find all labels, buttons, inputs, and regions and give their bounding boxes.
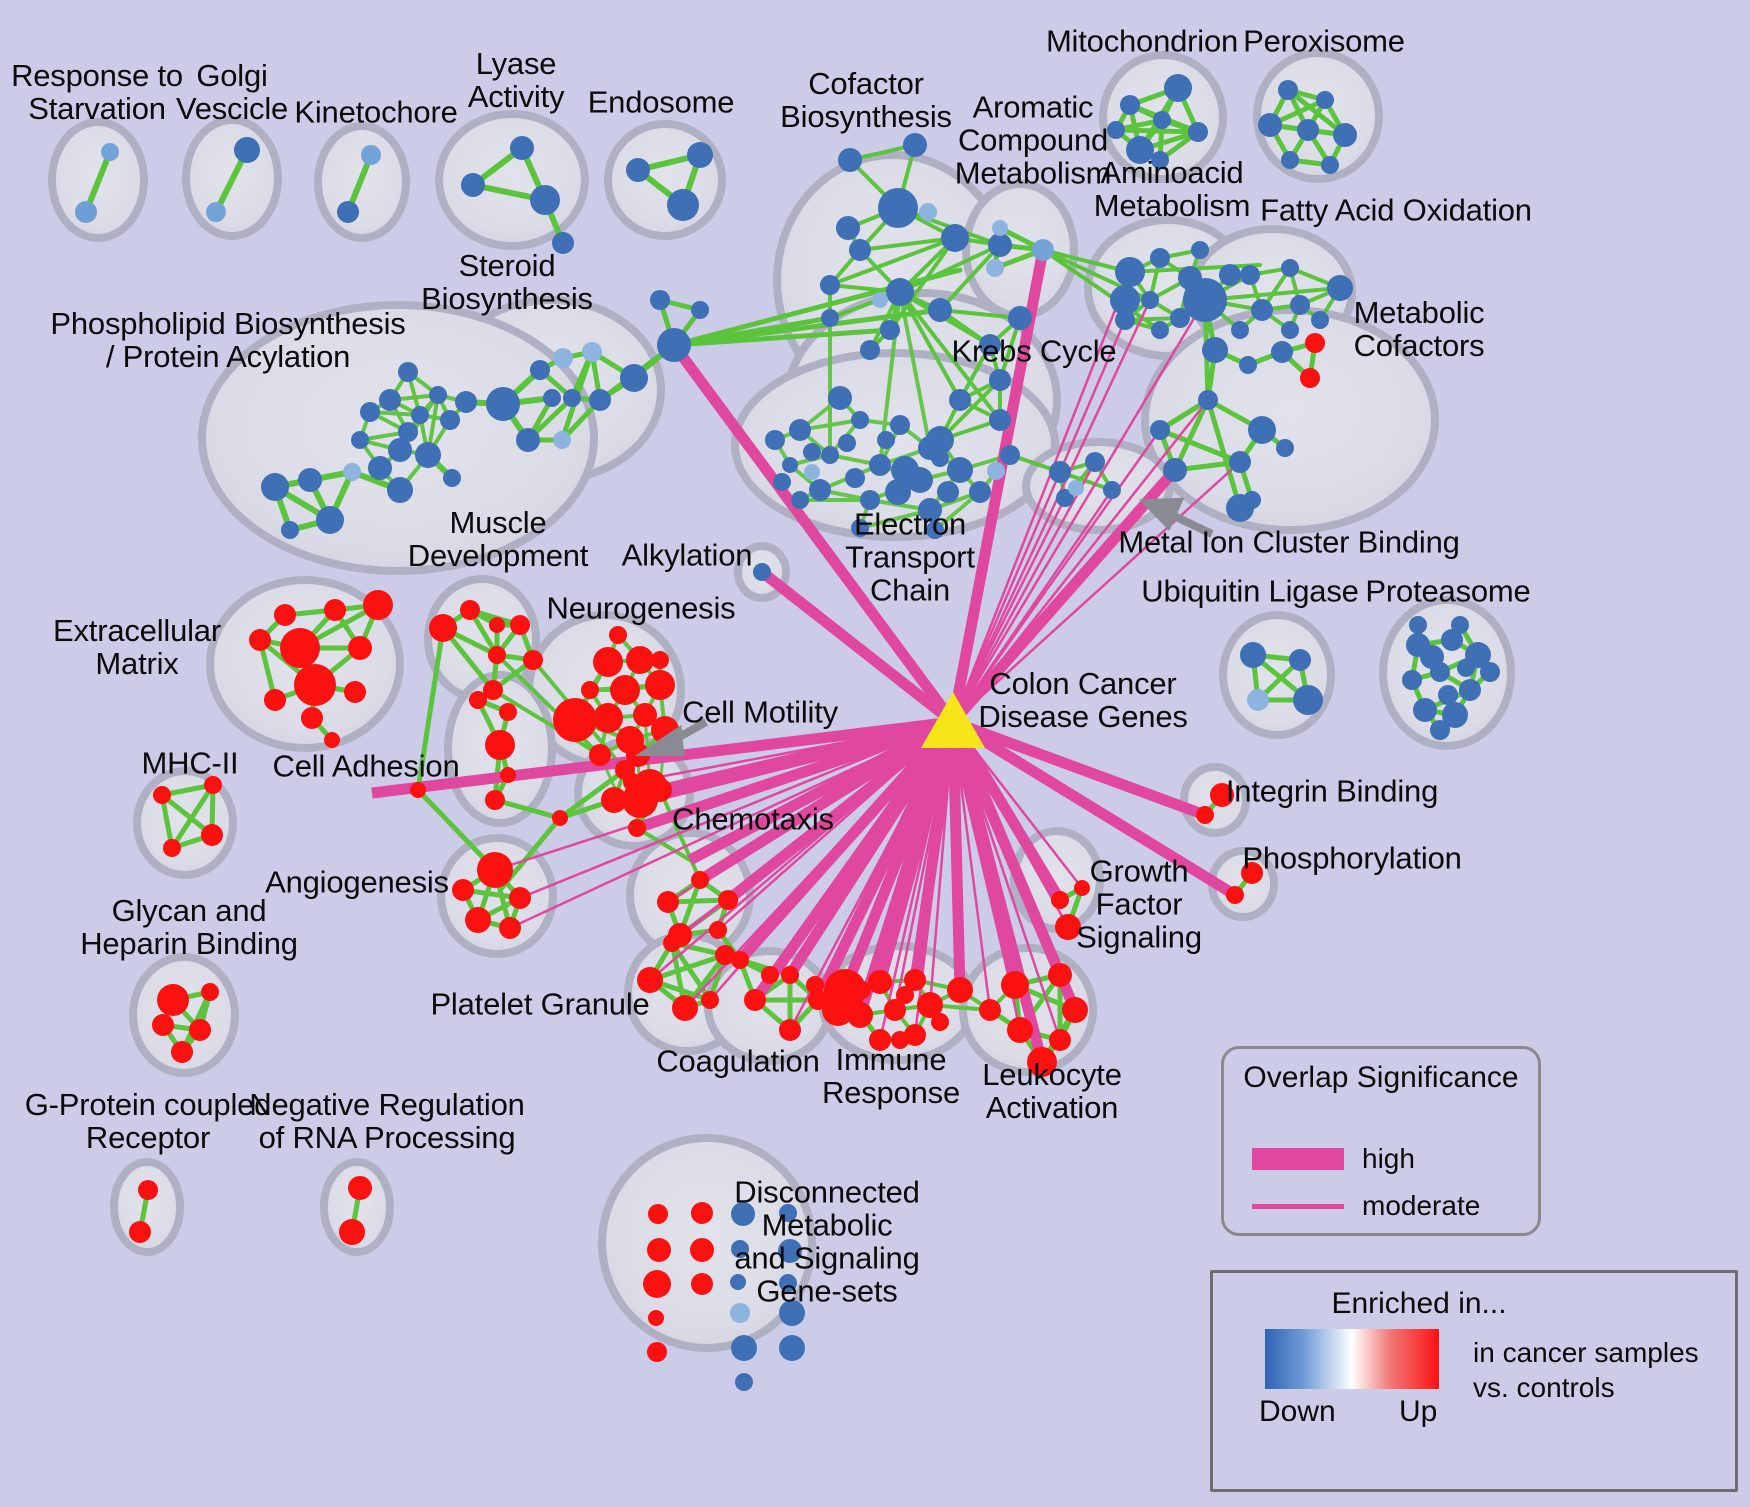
hub-node-colon-cancer[interactable]: [921, 692, 985, 748]
legend-overlap-item-moderate: moderate: [1252, 1190, 1480, 1222]
gene-set-nodes: [75, 74, 1500, 1391]
moderate-significance-swatch: [1252, 1203, 1344, 1209]
halo-endosome: [604, 120, 726, 240]
metal-ion-cluster-binding-arrow: [1138, 497, 1214, 538]
legend-overlap-title: Overlap Significance: [1243, 1061, 1519, 1094]
enrichment-color-gradient: [1265, 1329, 1439, 1389]
legend-enriched-title: Enriched in...: [1331, 1287, 1507, 1320]
legend-enriched-in: Enriched in... Down Up in cancer samples…: [1210, 1270, 1738, 1492]
legend-down-label: Down: [1259, 1395, 1336, 1428]
legend-up-label: Up: [1399, 1395, 1438, 1428]
halo-metabolic-cofactors: [1141, 306, 1439, 534]
halo-lyase-activity: [435, 110, 589, 250]
legend-overlap-item-high: high: [1252, 1143, 1415, 1175]
annotation-arrows: [634, 497, 1214, 756]
high-significance-swatch: [1252, 1148, 1344, 1170]
legend-overlap-high-label: high: [1362, 1143, 1415, 1174]
cell-motility-arrow: [634, 718, 708, 756]
legend-overlap-moderate-label: moderate: [1362, 1190, 1481, 1221]
halo-aromatic-compound-metabolism: [962, 180, 1078, 320]
legend-overlap-significance: Overlap Significance high moderate: [1221, 1046, 1541, 1236]
pink-edges-high: [371, 248, 1241, 1064]
legend-side-note: in cancer samples vs. controls: [1473, 1337, 1699, 1403]
